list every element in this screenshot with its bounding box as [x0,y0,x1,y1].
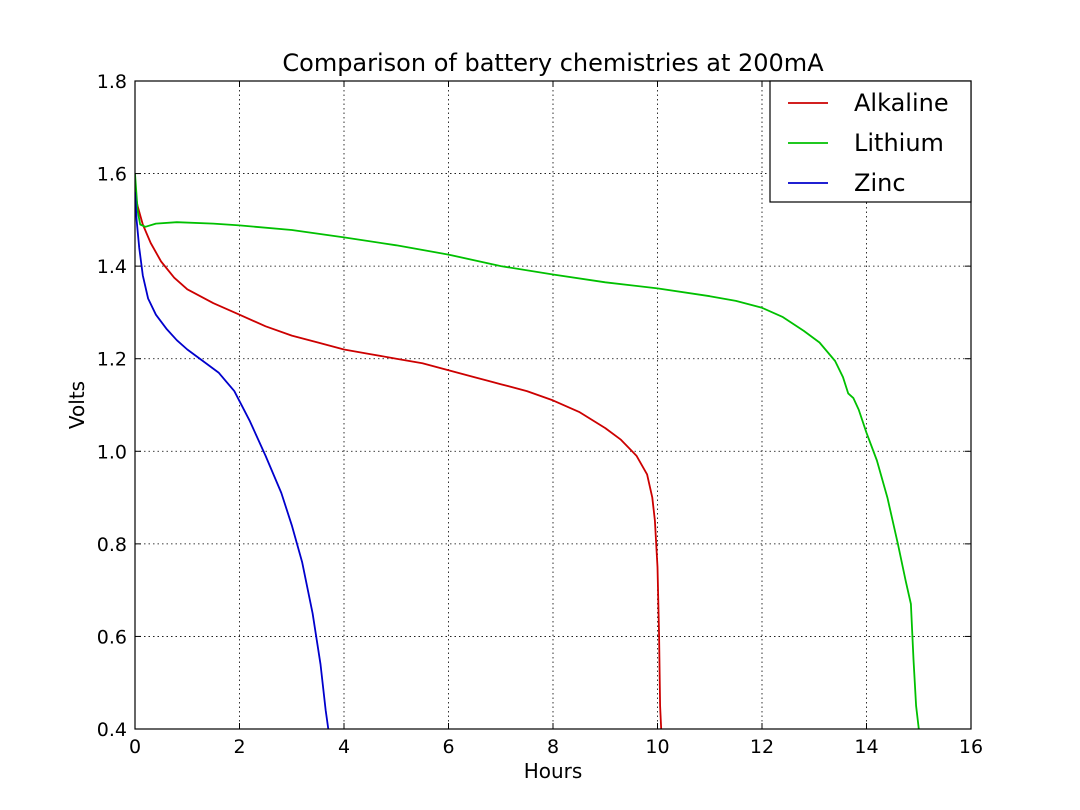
x-tick-label: 10 [645,736,669,758]
x-axis-label: Hours [524,759,583,783]
legend-label-alkaline: Alkaline [854,89,949,117]
x-tick-label: 8 [547,736,559,758]
tick-labels: 0 2 4 6 8 10 12 14 16 0.4 0.6 0.8 1.0 1.2 1.4 1.6 1.8 [97,71,983,758]
series-line-zinc [135,192,330,729]
legend-label-zinc: Zinc [854,169,906,197]
y-tick-label: 1.0 [97,441,127,463]
plot-lines [135,173,920,729]
x-tick-label: 12 [750,736,774,758]
y-tick-label: 0.4 [97,719,127,741]
x-tick-label: 16 [959,736,983,758]
legend-box [769,80,972,203]
y-tick-label: 0.8 [97,534,127,556]
y-tick-label: 1.2 [97,349,127,371]
series-line-alkaline [135,191,663,729]
y-tick-label: 1.6 [97,164,127,186]
y-tick-label: 0.6 [97,626,127,648]
x-tick-label: 2 [233,736,245,758]
x-tick-label: 6 [442,736,454,758]
y-tick-label: 1.8 [97,71,127,93]
series-line-lithium [135,173,920,729]
x-tick-label: 0 [129,736,141,758]
y-tick-label: 1.4 [97,256,127,278]
x-tick-label: 14 [854,736,878,758]
legend-label-lithium: Lithium [854,129,944,157]
chart-title: Comparison of battery chemistries at 200… [282,49,824,77]
legend: Alkaline Lithium Zinc [769,80,972,203]
y-axis-label: Volts [65,381,89,429]
x-tick-label: 4 [338,736,350,758]
